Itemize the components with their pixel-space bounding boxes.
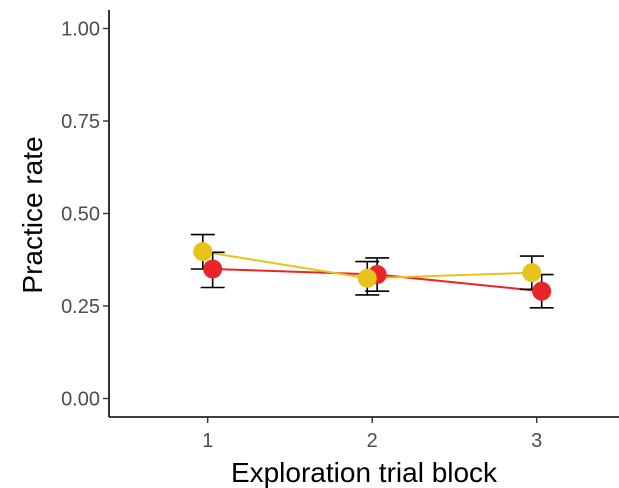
y-tick-label: 0.75 bbox=[61, 111, 100, 133]
chart-axes: 0.00 0.25 0.50 0.75 1.00 1 2 3 bbox=[61, 10, 619, 452]
series-1-point bbox=[532, 281, 552, 301]
y-tick-label: 0.00 bbox=[61, 389, 100, 411]
x-tick-label: 2 bbox=[367, 430, 378, 452]
series-2-point bbox=[522, 263, 542, 283]
chart-marks bbox=[190, 233, 554, 309]
x-tick-label: 3 bbox=[531, 430, 542, 452]
y-tick-label: 0.25 bbox=[61, 296, 100, 318]
series-2-point bbox=[193, 242, 213, 262]
series-1-point bbox=[203, 259, 223, 279]
y-tick-label: 1.00 bbox=[61, 19, 100, 41]
x-axis-title: Exploration trial block bbox=[231, 457, 498, 488]
y-tick-label: 0.50 bbox=[61, 204, 100, 226]
y-axis-title: Practice rate bbox=[17, 136, 48, 293]
x-tick-label: 1 bbox=[202, 430, 213, 452]
series-2-point bbox=[357, 268, 377, 288]
